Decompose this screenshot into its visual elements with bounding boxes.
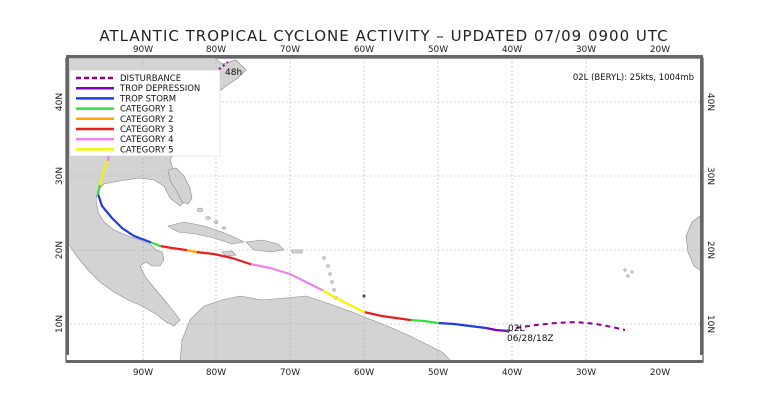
south-america-land bbox=[179, 295, 453, 362]
lat-tick: 20N bbox=[705, 241, 715, 259]
legend-label: CATEGORY 3 bbox=[120, 125, 174, 135]
lon-tick: 70W bbox=[280, 45, 300, 55]
latitude-labels-left: 40N 30N 20N 10N bbox=[55, 93, 65, 333]
lon-tick: 40W bbox=[502, 368, 522, 378]
disturbance-track-east bbox=[515, 320, 626, 331]
lon-tick: 40W bbox=[502, 45, 522, 55]
track-segment bbox=[436, 321, 488, 330]
track-segment bbox=[96, 192, 152, 244]
track-segment bbox=[484, 326, 510, 333]
longitude-labels-top: 90W 80W 70W 60W 50W 40W 30W 20W bbox=[133, 45, 670, 55]
axis-scale-bars bbox=[66, 55, 703, 363]
track-segment bbox=[408, 318, 440, 325]
legend-label: CATEGORY 2 bbox=[120, 115, 174, 125]
lon-tick: 30W bbox=[576, 368, 596, 378]
lat-tick: 10N bbox=[705, 315, 715, 333]
lon-tick: 30W bbox=[576, 45, 596, 55]
lon-tick: 80W bbox=[206, 368, 226, 378]
lon-tick: 70W bbox=[280, 368, 300, 378]
lon-tick: 20W bbox=[650, 368, 670, 378]
lon-tick: 60W bbox=[354, 45, 374, 55]
legend-box bbox=[69, 69, 221, 157]
lat-tick: 10N bbox=[55, 315, 65, 333]
legend-label: TROP STORM bbox=[119, 94, 176, 104]
longitude-labels-bottom: 90W 80W 70W 60W 50W 40W 30W 20W bbox=[133, 368, 670, 378]
lon-tick: 90W bbox=[133, 368, 153, 378]
cuba-land bbox=[167, 221, 245, 245]
puerto-rico-land bbox=[291, 249, 303, 254]
track-segment bbox=[362, 310, 412, 322]
lon-tick: 80W bbox=[206, 45, 226, 55]
track-segment bbox=[194, 250, 252, 266]
lat-tick: 20N bbox=[55, 241, 65, 259]
jamaica-land bbox=[221, 250, 237, 257]
bahamas-islands bbox=[196, 207, 227, 230]
lon-tick: 90W bbox=[133, 45, 153, 55]
cape-verde-islands bbox=[623, 268, 634, 278]
lat-tick: 30N bbox=[705, 167, 715, 185]
lat-tick: 40N bbox=[55, 93, 65, 111]
legend-label: TROP DEPRESSION bbox=[119, 84, 200, 94]
track-segment bbox=[148, 240, 162, 248]
track-segment bbox=[248, 262, 324, 292]
florida-land bbox=[167, 167, 193, 205]
grid-lines bbox=[66, 58, 703, 362]
track-segment bbox=[320, 288, 366, 314]
storm-id-label: 02L bbox=[508, 324, 524, 334]
track-segment bbox=[96, 182, 102, 196]
lon-tick: 50W bbox=[428, 45, 448, 55]
map-title: ATLANTIC TROPICAL CYCLONE ACTIVITY – UPD… bbox=[99, 27, 669, 45]
legend-label: CATEGORY 5 bbox=[120, 145, 174, 155]
storm-track bbox=[96, 146, 510, 333]
genesis-time-label: 06/28/18Z bbox=[507, 334, 554, 344]
lon-tick: 50W bbox=[428, 368, 448, 378]
track-segment bbox=[98, 158, 110, 186]
forecast-48h-label: 48h bbox=[225, 68, 242, 78]
lat-tick: 30N bbox=[55, 167, 65, 185]
legend-label: DISTURBANCE bbox=[120, 74, 181, 84]
track-point-marker bbox=[362, 294, 366, 298]
lon-tick: 20W bbox=[650, 45, 670, 55]
africa-land bbox=[685, 213, 703, 273]
storm-info-label: 02L (BERYL): 25kts, 1004mb bbox=[573, 73, 694, 83]
track-segment bbox=[184, 248, 198, 254]
lat-tick: 40N bbox=[705, 93, 715, 111]
latitude-labels-right: 40N 30N 20N 10N bbox=[705, 93, 715, 333]
track-point-marker bbox=[506, 329, 510, 333]
legend-label: CATEGORY 4 bbox=[120, 135, 174, 145]
lon-tick: 60W bbox=[354, 368, 374, 378]
track-segment bbox=[158, 244, 188, 252]
legend-label: CATEGORY 1 bbox=[120, 105, 174, 115]
